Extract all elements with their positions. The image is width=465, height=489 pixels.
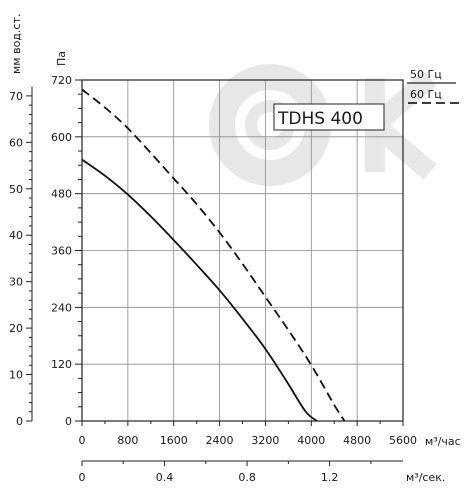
y2-axis-unit-mm: мм вод.ст. xyxy=(10,14,23,74)
y-tick-label: 0 xyxy=(65,415,72,428)
axes: 0 120 240 360 480 600 720 0 10 20 30 40 50 60 70 0 800 16… xyxy=(9,74,417,484)
model-label-box xyxy=(273,103,385,131)
legend: 50 Гц 60 Гц xyxy=(407,68,462,104)
x2-axis-unit-m3s: м³/сек. xyxy=(406,471,445,484)
x-tick-label: 1600 xyxy=(160,434,188,447)
series-line-50hz xyxy=(81,158,318,422)
y2-tick-label: 10 xyxy=(9,369,23,382)
x2-tick-label: 0 xyxy=(79,471,86,484)
y2-tick-label: 30 xyxy=(9,276,23,289)
y2-tick-label: 20 xyxy=(9,322,23,335)
legend-label-50hz: 50 Гц xyxy=(410,68,442,81)
series-line-60hz xyxy=(81,88,346,422)
x-tick-label: 4000 xyxy=(297,434,325,447)
x-axis-unit-m3h: м³/час xyxy=(425,435,461,448)
y-tick-label: 240 xyxy=(51,301,72,314)
x-tick-label: 3200 xyxy=(251,434,279,447)
grid xyxy=(82,80,403,421)
legend-label-60hz: 60 Гц xyxy=(410,88,442,101)
y-tick-label: 720 xyxy=(51,74,72,87)
y2-tick-label: 70 xyxy=(9,90,23,103)
x-tick-label: 0 xyxy=(79,434,86,447)
y2-tick-label: 0 xyxy=(16,415,23,428)
y2-tick-label: 40 xyxy=(9,229,23,242)
x-tick-label: 5600 xyxy=(389,434,417,447)
y-axis-unit-pa: Па xyxy=(55,51,68,66)
y-tick-label: 600 xyxy=(51,131,72,144)
y2-tick-label: 60 xyxy=(9,136,23,149)
y-tick-label: 360 xyxy=(51,245,72,258)
x-tick-label: 4800 xyxy=(343,434,371,447)
model-label: TDHS 400 xyxy=(277,109,363,129)
x2-tick-label: 0.8 xyxy=(238,471,256,484)
x-tick-label: 2400 xyxy=(206,434,234,447)
y-tick-label: 480 xyxy=(51,188,72,201)
x-tick-label: 800 xyxy=(117,434,138,447)
x2-tick-label: 1.2 xyxy=(321,471,339,484)
curves xyxy=(81,88,346,422)
x2-tick-label: 0.4 xyxy=(156,471,174,484)
y2-tick-label: 50 xyxy=(9,183,23,196)
y-tick-label: 120 xyxy=(51,358,72,371)
